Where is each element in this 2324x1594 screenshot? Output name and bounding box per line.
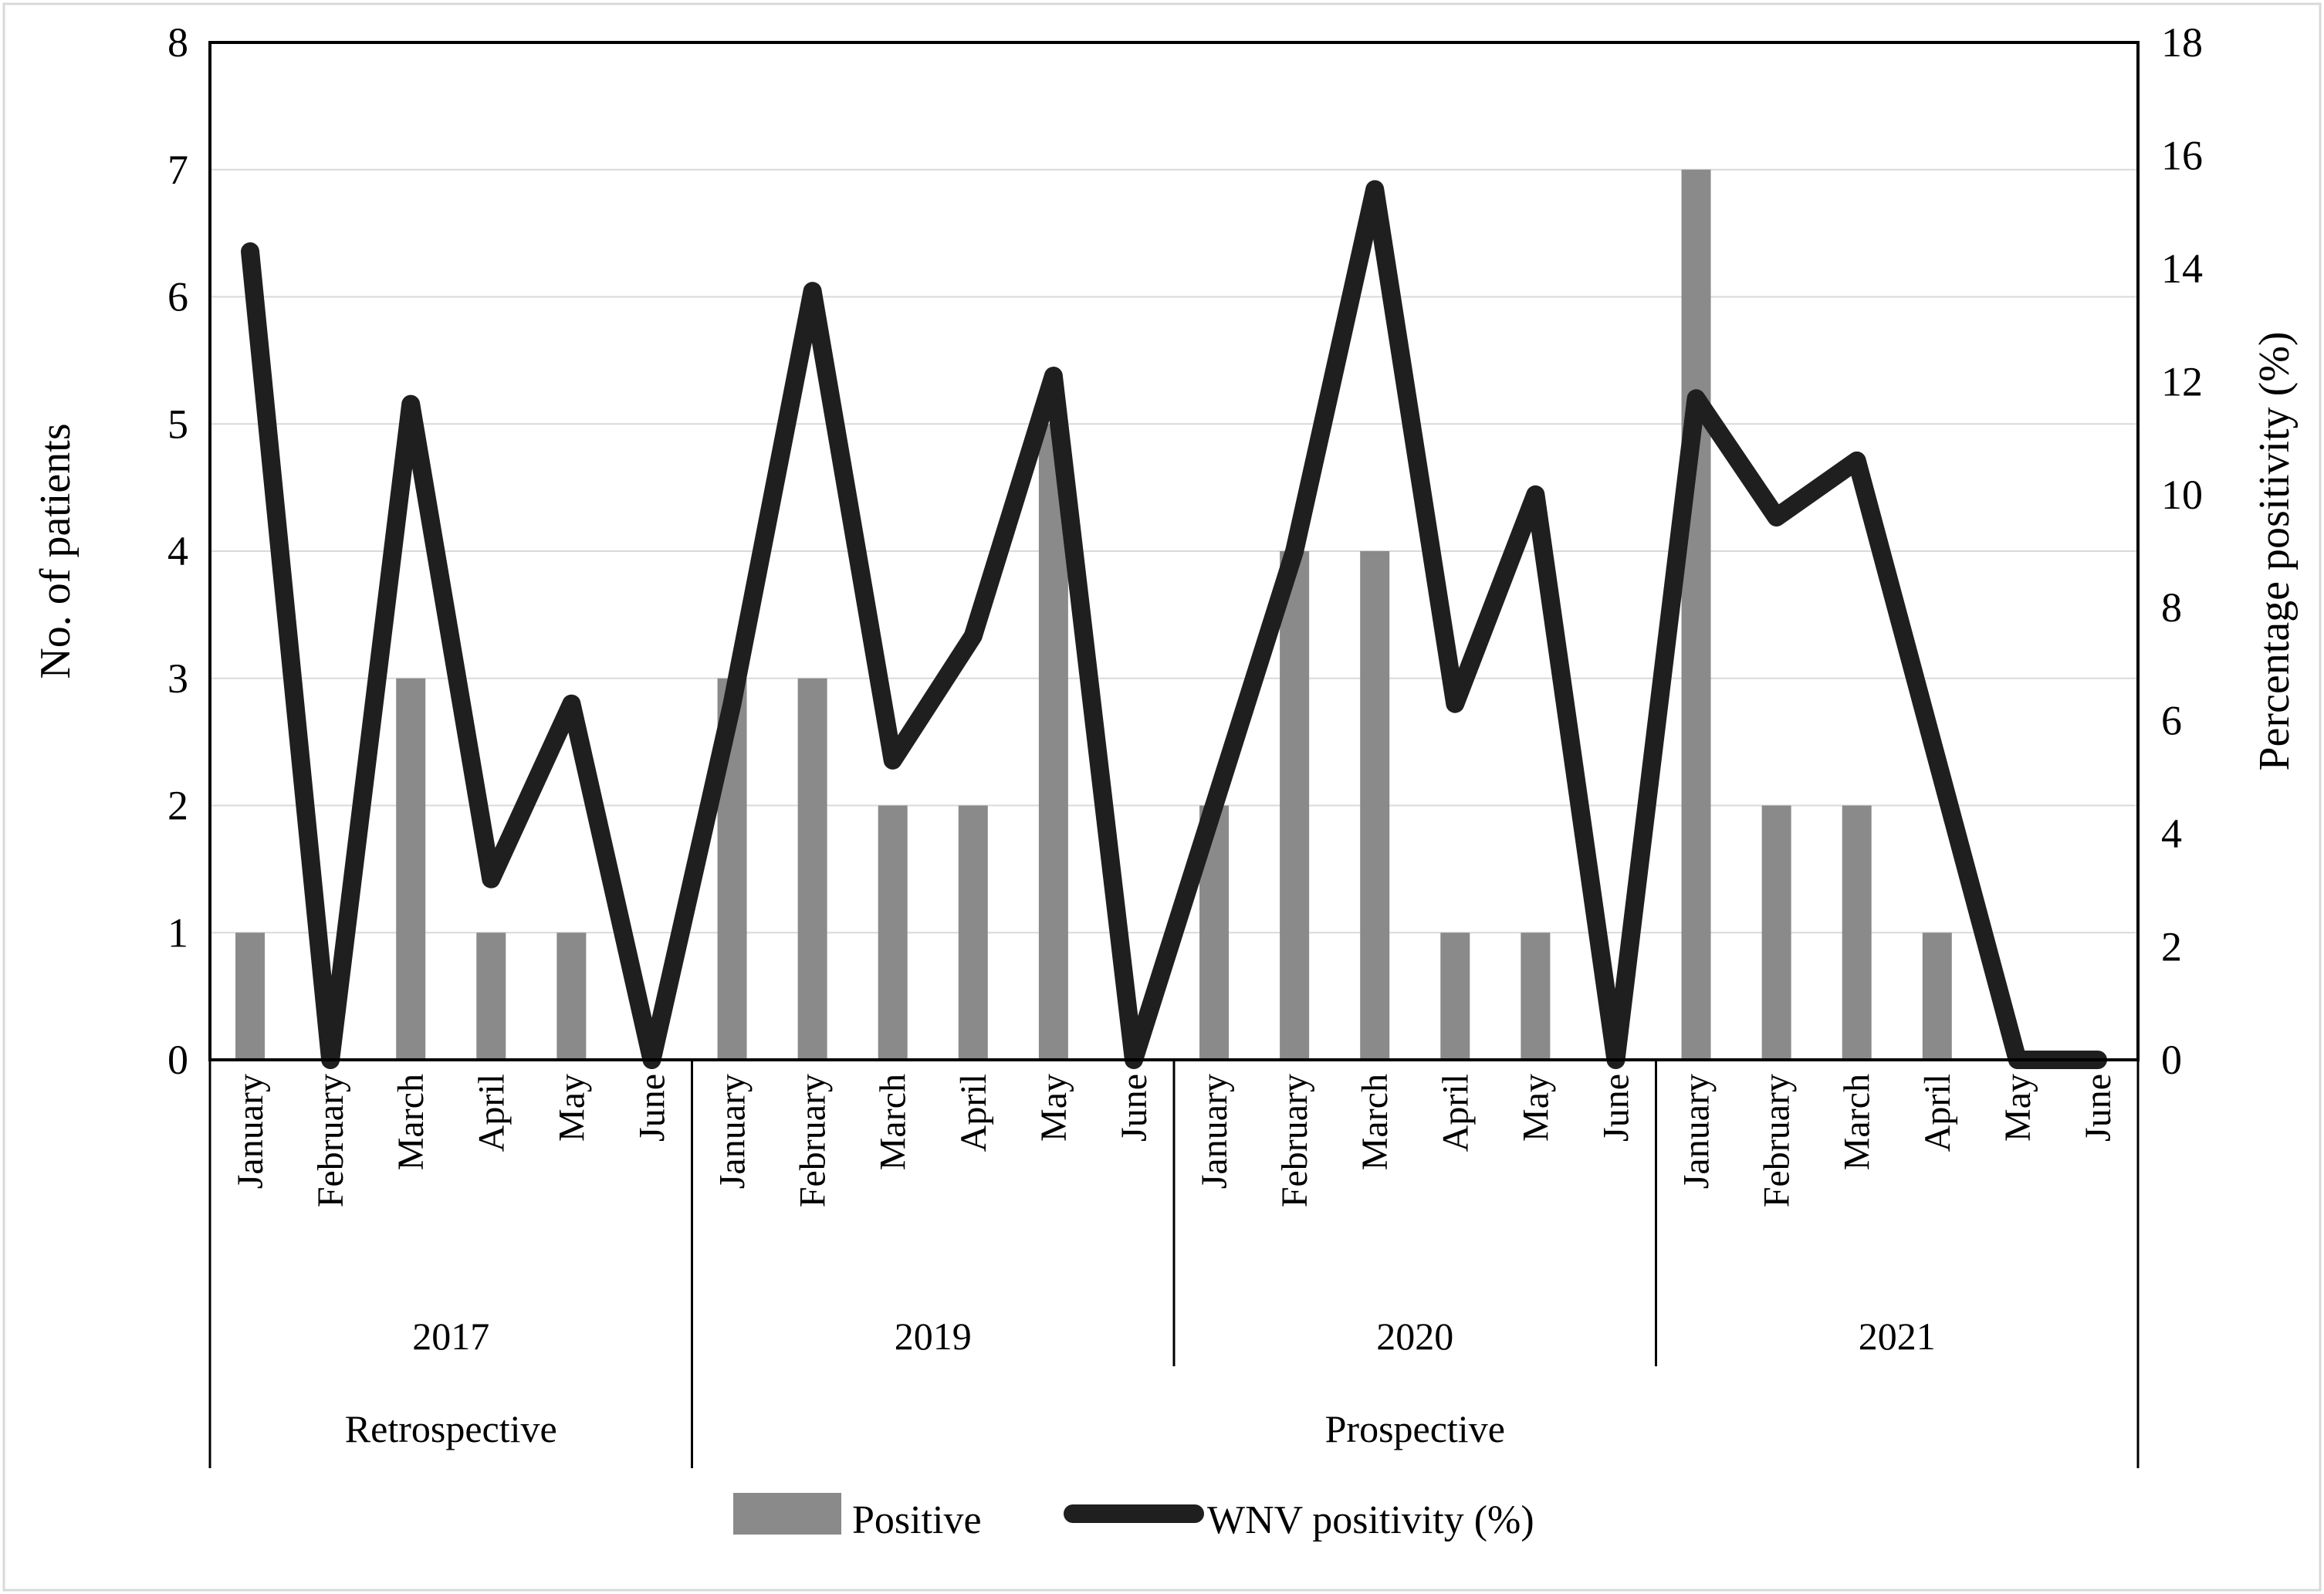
right-axis-title: Percentage positivity (%) bbox=[2251, 331, 2299, 770]
bar-2021-April bbox=[1922, 932, 1952, 1060]
bar-2017-March bbox=[396, 678, 426, 1060]
bar-2019-March bbox=[878, 805, 908, 1060]
bar-2019-April bbox=[958, 805, 988, 1060]
month-label-2021-April: April bbox=[1917, 1074, 1958, 1152]
bar-2020-May bbox=[1521, 932, 1551, 1060]
bar-2021-January bbox=[1681, 169, 1711, 1060]
month-label-2020-May: May bbox=[1515, 1074, 1556, 1142]
month-label-2017-March: March bbox=[391, 1074, 431, 1170]
bar-2020-April bbox=[1440, 932, 1470, 1060]
right-tick-2: 2 bbox=[2161, 924, 2182, 970]
month-label-2019-April: April bbox=[953, 1074, 994, 1152]
right-tick-4: 4 bbox=[2161, 811, 2182, 857]
legend-positive-swatch bbox=[733, 1493, 841, 1535]
month-label-2019-June: June bbox=[1114, 1074, 1155, 1142]
right-tick-16: 16 bbox=[2161, 132, 2203, 178]
left-tick-3: 3 bbox=[167, 655, 188, 702]
month-label-2017-February: February bbox=[310, 1074, 351, 1207]
month-label-2020-February: February bbox=[1274, 1074, 1315, 1207]
left-axis-title: No. of patients bbox=[32, 423, 79, 679]
month-label-2020-April: April bbox=[1435, 1074, 1476, 1152]
right-tick-6: 6 bbox=[2161, 698, 2182, 744]
month-label-2021-March: March bbox=[1837, 1074, 1878, 1170]
line-series-layer bbox=[241, 180, 2107, 1069]
legend-positive-label: Positive bbox=[852, 1498, 982, 1542]
phase-label-prospective: Prospective bbox=[1325, 1407, 1505, 1450]
legend-line-label: WNV positivity (%) bbox=[1207, 1498, 1534, 1542]
bar-2019-February bbox=[797, 678, 827, 1060]
left-tick-1: 1 bbox=[167, 909, 188, 956]
month-label-2019-February: February bbox=[793, 1074, 834, 1207]
bar-2017-May bbox=[556, 932, 587, 1060]
month-label-2021-May: May bbox=[1998, 1074, 2038, 1142]
bar-2021-February bbox=[1761, 805, 1791, 1060]
month-label-2019-May: May bbox=[1033, 1074, 1074, 1142]
bar-2020-March bbox=[1360, 551, 1390, 1060]
month-label-2021-February: February bbox=[1757, 1074, 1798, 1207]
legend: Positive WNV positivity (%) bbox=[733, 1493, 1534, 1542]
wnv-positivity-line bbox=[241, 180, 2107, 1069]
month-label-2017-January: January bbox=[230, 1074, 271, 1189]
right-tick-0: 0 bbox=[2161, 1037, 2182, 1083]
left-tick-5: 5 bbox=[167, 401, 188, 447]
right-tick-10: 10 bbox=[2161, 472, 2203, 518]
right-tick-14: 14 bbox=[2161, 245, 2203, 292]
right-tick-18: 18 bbox=[2161, 19, 2203, 66]
bar-2017-April bbox=[476, 932, 506, 1060]
year-label-2019: 2019 bbox=[895, 1315, 972, 1358]
month-label-2020-June: June bbox=[1595, 1074, 1636, 1142]
left-tick-7: 7 bbox=[167, 147, 188, 193]
bar-2021-March bbox=[1842, 805, 1872, 1060]
month-label-2021-January: January bbox=[1676, 1074, 1717, 1189]
month-label-2017-June: June bbox=[631, 1074, 672, 1142]
year-label-2021: 2021 bbox=[1859, 1315, 1936, 1358]
left-tick-8: 8 bbox=[167, 19, 188, 66]
bar-2017-January bbox=[235, 932, 266, 1060]
right-tick-8: 8 bbox=[2161, 584, 2182, 631]
month-label-2017-April: April bbox=[471, 1074, 512, 1152]
month-label-2020-March: March bbox=[1355, 1074, 1395, 1170]
year-label-2017: 2017 bbox=[412, 1315, 489, 1358]
month-label-2019-March: March bbox=[873, 1074, 914, 1170]
category-labels-layer: January February March April May June January F… bbox=[208, 1060, 2140, 1468]
left-tick-6: 6 bbox=[167, 274, 188, 320]
bars-layer bbox=[235, 169, 1952, 1060]
right-tick-12: 12 bbox=[2161, 358, 2203, 404]
month-label-2021-June: June bbox=[2078, 1074, 2119, 1142]
year-label-2020: 2020 bbox=[1376, 1315, 1453, 1358]
month-label-2017-May: May bbox=[551, 1074, 592, 1142]
left-tick-4: 4 bbox=[167, 528, 188, 574]
left-tick-2: 2 bbox=[167, 783, 188, 829]
left-tick-0: 0 bbox=[167, 1037, 188, 1083]
bar-2020-February bbox=[1280, 551, 1310, 1060]
month-label-2020-January: January bbox=[1194, 1074, 1235, 1189]
phase-label-retrospective: Retrospective bbox=[345, 1407, 557, 1450]
month-label-2019-January: January bbox=[712, 1074, 753, 1189]
